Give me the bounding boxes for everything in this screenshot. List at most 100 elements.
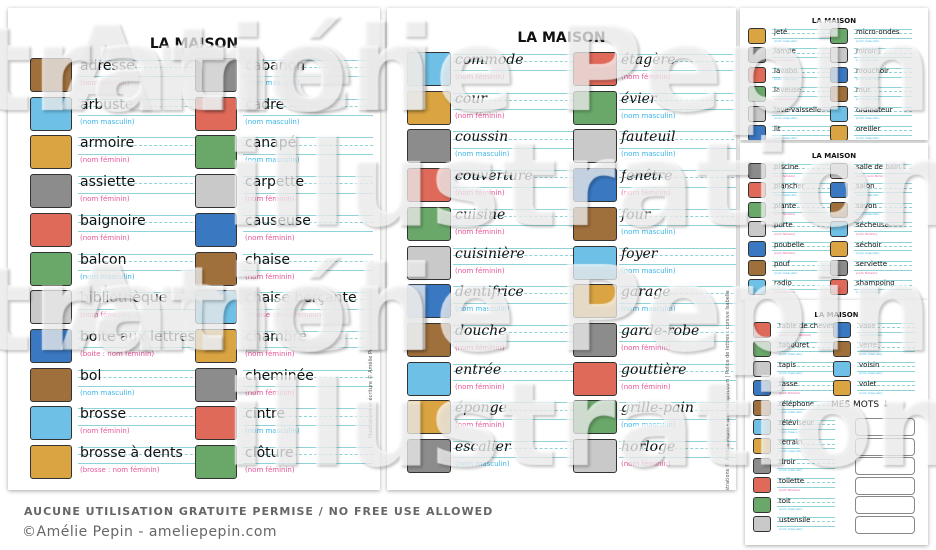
- mailbox-icon: [30, 328, 72, 363]
- toilet-icon: [753, 477, 771, 494]
- vocab-word: grille-pain: [621, 400, 694, 417]
- plate-icon: [30, 174, 72, 209]
- vocab-word: cuisine: [455, 206, 506, 223]
- carpet-icon: [753, 360, 771, 377]
- vase-icon: [833, 322, 851, 338]
- gender-note: (nom féminin): [80, 79, 130, 87]
- gender-note: (nom féminin): [774, 251, 796, 256]
- gender-note: (nom masculin): [774, 135, 798, 140]
- vocab-word: brosse à dents: [80, 445, 183, 461]
- bowl-icon: [30, 367, 72, 402]
- microwave-icon: [830, 28, 848, 44]
- hanger-icon: [195, 406, 237, 441]
- gender-note: (nom masculin): [856, 77, 880, 82]
- nightstand-icon: [753, 322, 771, 338]
- vocab-word: radio: [774, 279, 792, 288]
- gender-note: (nom féminin): [779, 390, 801, 395]
- gender-note: (nom masculin): [856, 96, 880, 101]
- cabinet-icon: [30, 135, 72, 170]
- fence-icon: [195, 445, 237, 479]
- vocab-word: boite aux lettres: [80, 328, 195, 345]
- vocab-word: lave-vaisselle: [774, 105, 822, 114]
- my-word-box[interactable]: [855, 437, 915, 456]
- vocab-word: tapis: [779, 360, 797, 369]
- vocab-word: micro-ondes: [856, 28, 900, 36]
- gender-note: (nom masculin): [80, 388, 135, 397]
- gender-note: (nom féminin): [774, 212, 796, 217]
- gender-note: (nom féminin): [455, 73, 505, 81]
- vocab-word: adresse: [80, 58, 135, 74]
- glass-icon: [833, 341, 851, 358]
- gender-note: (brosse : nom féminin): [80, 466, 160, 474]
- picture-frame-icon: [195, 96, 237, 131]
- gender-note: (nom féminin): [245, 466, 295, 474]
- gender-note: (nom masculin): [621, 421, 676, 430]
- gender-note: (nom masculin): [245, 117, 300, 126]
- gender-note: (nom masculin): [245, 427, 300, 436]
- floor-icon: [748, 182, 766, 199]
- my-word-box[interactable]: [855, 496, 915, 514]
- gender-note: (nom masculin): [779, 371, 803, 376]
- gender-note: (chaise : nom féminin): [245, 311, 324, 320]
- vocab-word: tabouret: [779, 341, 809, 350]
- my-word-box[interactable]: [855, 515, 915, 534]
- sink-icon: [573, 90, 617, 125]
- drawer-icon: [753, 457, 771, 474]
- gender-note: (nom féminin): [455, 227, 505, 236]
- word-card-1: LA MAISON adresse (nom féminin) arbuste (nom…: [8, 8, 380, 490]
- neighbor-houses-icon: [833, 360, 851, 377]
- vocab-word: lampe: [774, 47, 796, 56]
- radio-icon: [748, 279, 766, 296]
- armchair-icon: [573, 129, 617, 164]
- my-word-box[interactable]: [855, 457, 915, 475]
- gender-note: (nom masculin): [621, 305, 676, 314]
- gender-note: (nom féminin): [245, 233, 295, 242]
- gender-note: (nom féminin): [80, 195, 130, 204]
- sofa-icon: [195, 135, 237, 170]
- gender-note: (nom féminin): [455, 266, 505, 275]
- copyright-text: ©Amélie Pepin - ameliepepin.com: [22, 524, 278, 540]
- vocab-word: chambre: [245, 328, 307, 345]
- tv-icon: [753, 419, 771, 435]
- wall-icon: [830, 86, 848, 103]
- vocab-word: commode: [455, 52, 524, 68]
- soap-icon: [830, 201, 848, 218]
- toothpaste-icon: [407, 284, 451, 319]
- gender-note: (nom féminin): [774, 289, 796, 294]
- gender-note: (nom féminin): [774, 173, 796, 178]
- stairs-icon: [407, 439, 451, 473]
- vocab-word: plancher: [774, 182, 805, 191]
- stove-icon: [407, 245, 451, 280]
- shower-icon: [407, 322, 451, 357]
- gender-note: (nom féminin): [779, 487, 801, 492]
- gender-note: (nom masculin): [779, 507, 803, 512]
- my-word-box[interactable]: [855, 418, 915, 436]
- usage-notice: AUCUNE UTILISATION GRATUITE PERMISE / NO…: [24, 505, 494, 518]
- washer-icon: [748, 86, 766, 103]
- side-credit: Illustrations et écriture © Amélie Pepin…: [368, 291, 374, 438]
- my-word-box[interactable]: [855, 476, 915, 495]
- bookshelf-icon: [30, 290, 72, 325]
- gender-note: (nom féminin): [80, 233, 130, 242]
- gender-note: (nom masculin): [859, 332, 883, 337]
- vocab-word: savon: [856, 201, 877, 210]
- gender-note: (nom masculin): [779, 351, 803, 356]
- tissue-box-icon: [830, 66, 848, 83]
- bed-icon: [748, 125, 766, 140]
- gutter-icon: [573, 361, 617, 396]
- pool-icon: [748, 163, 766, 179]
- vocab-word: carpette: [245, 174, 305, 191]
- vocab-word: porte: [774, 221, 793, 230]
- house-shrub-icon: [30, 96, 72, 131]
- gender-note: (nom féminin): [774, 57, 796, 62]
- gender-note: (nom féminin): [774, 231, 796, 236]
- shed-icon: [195, 58, 237, 92]
- gender-note: (boite : nom féminin): [80, 349, 155, 358]
- stool-icon: [753, 341, 771, 358]
- house-roof-icon: [407, 168, 451, 203]
- vocab-word: salle de bain: [856, 163, 901, 171]
- gender-note: (nom masculin): [856, 192, 880, 197]
- vocab-word: shampoing: [856, 279, 895, 288]
- gender-note: (nom masculin): [779, 429, 803, 434]
- kitchen-icon: [407, 206, 451, 241]
